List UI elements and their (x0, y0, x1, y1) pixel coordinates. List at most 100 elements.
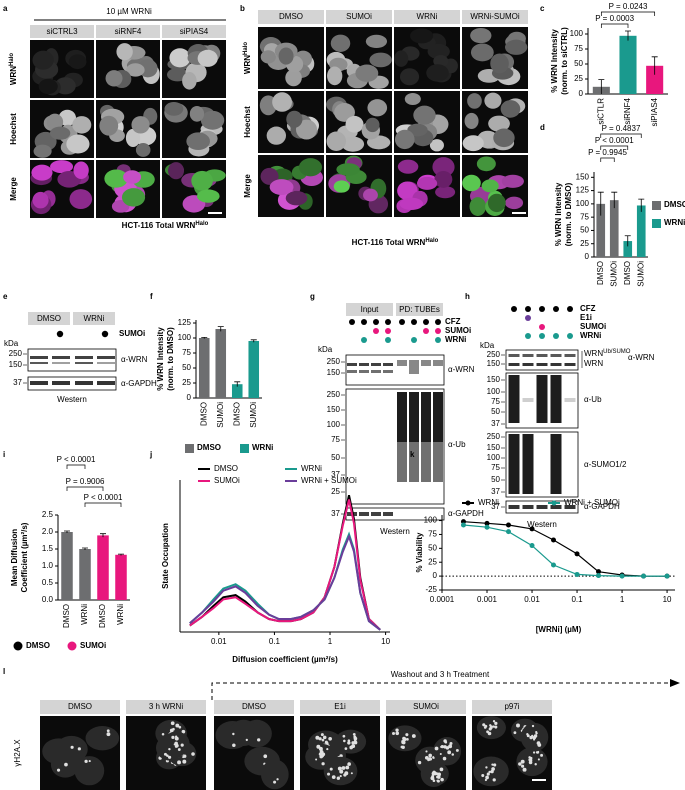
focus (353, 736, 358, 741)
panel-footer-sup: Halo (425, 238, 438, 244)
focus (521, 764, 525, 768)
focus (424, 755, 429, 760)
focus (535, 732, 538, 735)
focus (344, 771, 349, 776)
nucleus (72, 116, 92, 134)
y-axis-label: (norm. to siCTRL) (560, 27, 569, 95)
column-header: E1i (334, 702, 346, 711)
legend-label: WRNi (664, 218, 685, 227)
legend-label: SUMOi (214, 476, 240, 485)
nucleus (394, 50, 409, 67)
error-bar (625, 30, 631, 41)
focus (488, 770, 491, 774)
column-header-bg (96, 25, 160, 38)
nucleus (464, 112, 479, 130)
treatment-dot (385, 319, 391, 325)
column-header-bg (40, 700, 120, 714)
data-point (596, 569, 602, 575)
nucleus (432, 157, 455, 177)
row-label: WRNHalo (9, 53, 19, 85)
focus (182, 756, 185, 759)
band (508, 354, 520, 357)
nucleus (365, 34, 388, 49)
focus (493, 778, 496, 781)
row-label: γH2A.X (13, 739, 22, 767)
y-tick-label: 25 (182, 378, 191, 387)
focus (170, 721, 175, 726)
focus (428, 753, 432, 758)
nucleus (74, 756, 105, 786)
focus (392, 732, 396, 736)
nucleus (470, 43, 494, 62)
bar (115, 554, 127, 600)
focus (493, 763, 497, 767)
band (383, 370, 393, 373)
bar (198, 338, 210, 398)
focus (64, 762, 68, 767)
antibody-label: α-WRN (448, 365, 475, 374)
focus (442, 756, 447, 761)
band (564, 363, 576, 366)
y-tick-label: 50 (182, 363, 191, 372)
significance-bracket (600, 145, 629, 150)
panel-letter: e (3, 292, 8, 301)
row-label: Merge (9, 177, 18, 201)
kda-label: 150 (487, 359, 501, 368)
focus (172, 727, 175, 731)
kda-label: 37 (331, 470, 340, 479)
band (409, 360, 419, 374)
kda-label: 50 (331, 453, 340, 462)
nucleus (410, 28, 434, 44)
focus (447, 750, 452, 755)
focus (337, 766, 342, 771)
kda-title: kDa (480, 341, 495, 350)
nucleus (462, 174, 481, 192)
column-header: SUMOi (346, 12, 372, 21)
x-tick-label: SUMOi (636, 261, 645, 287)
panel-letter: h (465, 292, 470, 301)
y-tick-label: 0 (585, 252, 590, 261)
p-value: P = 0.0003 (595, 14, 634, 23)
focus (319, 750, 324, 755)
treatment-arrow (211, 682, 670, 700)
focus (395, 731, 400, 736)
column-header-bg (30, 25, 94, 38)
nucleus (121, 188, 146, 207)
data-point (484, 520, 490, 526)
error-bar (82, 547, 88, 551)
band (421, 360, 431, 366)
focus (349, 745, 354, 750)
antibody-label: α-GAPDH (448, 509, 484, 518)
focus (435, 772, 439, 776)
nucleus (99, 115, 119, 136)
error-bar (118, 553, 124, 556)
legend-swatch (185, 444, 194, 453)
nucleus (272, 92, 292, 112)
focus (328, 736, 332, 741)
band (409, 392, 419, 442)
nucleus (426, 64, 449, 82)
focus (434, 746, 439, 751)
nucleus (31, 164, 53, 181)
focus (417, 760, 422, 765)
x-tick-label: DMSO (98, 604, 107, 628)
focus (491, 763, 494, 766)
nucleus (85, 726, 120, 751)
data-point (529, 543, 535, 549)
focus (522, 767, 527, 772)
data-point (664, 573, 670, 579)
column-header-bg (386, 700, 466, 714)
band (536, 375, 548, 423)
y-tick-label: 25 (428, 557, 437, 566)
row-label-text: WRN (9, 66, 18, 85)
focus (342, 734, 346, 738)
blot-footer: Western (380, 527, 410, 536)
kda-label: 250 (327, 357, 341, 366)
data-point (574, 551, 580, 557)
x-axis-label: [WRNi] (µM) (536, 625, 582, 634)
nucleus (330, 34, 351, 52)
nucleus (123, 170, 142, 184)
focus (528, 758, 533, 762)
focus (318, 737, 322, 741)
